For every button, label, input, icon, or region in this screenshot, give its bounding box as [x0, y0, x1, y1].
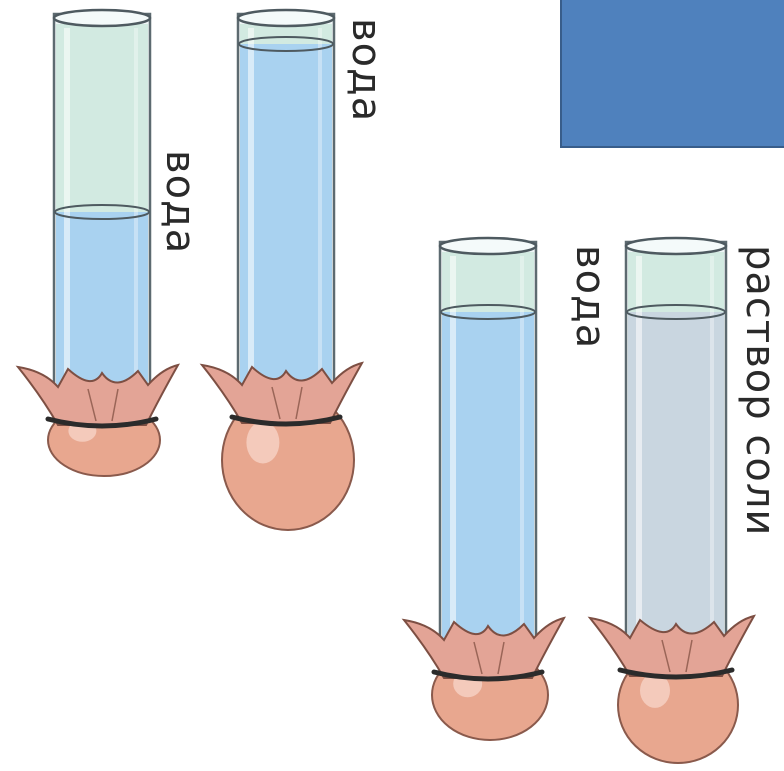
tube-2-air: [240, 24, 332, 44]
tube-2-liquid: [240, 44, 332, 393]
tube-4-glass-shine: [636, 256, 642, 636]
tube-3-liquid: [442, 312, 534, 648]
tube-4-meniscus: [626, 304, 726, 320]
tube-2-label: вода: [343, 18, 389, 123]
tube-1-label: вода: [157, 150, 203, 255]
tube-3-rim: [438, 236, 538, 256]
tube-4-air: [628, 252, 724, 312]
tube-1-rim: [52, 8, 152, 28]
tube-2-bulb-highlight: [246, 421, 280, 464]
tube-2-membrane: [199, 361, 365, 424]
tube-4-liquid: [628, 312, 724, 646]
tube-4-membrane-folds: [661, 639, 693, 673]
tube-2-meniscus: [238, 36, 334, 52]
tube-4-band: [617, 667, 735, 680]
tube-2-glass-shine: [248, 28, 254, 383]
tube-2-glass-shine-2: [318, 28, 322, 383]
tube-3-air: [442, 252, 534, 312]
tube-4-label: раствор соли: [737, 245, 783, 537]
tube-1-membrane-folds: [87, 388, 119, 422]
tube-3-label: вода: [567, 245, 613, 350]
blue-rectangle: [560, 0, 784, 148]
tube-4: [587, 236, 757, 764]
tube-2: [199, 8, 365, 531]
tube-3: [401, 236, 567, 741]
tube-3-membrane-folds: [473, 641, 505, 675]
tube-2-band: [229, 414, 343, 427]
tube-1-liquid: [56, 212, 148, 395]
tube-4-membrane: [587, 614, 757, 677]
tube-4-rim: [624, 236, 728, 256]
tube-1: [15, 8, 181, 477]
tube-1-meniscus: [54, 204, 150, 220]
tube-1-membrane: [15, 363, 181, 426]
tube-4-glass-shine-2: [710, 256, 714, 636]
tube-4-bulb-highlight: [640, 673, 670, 708]
tube-1-air: [56, 24, 148, 212]
tube-3-glass-shine: [450, 256, 456, 638]
tube-3-membrane: [401, 616, 567, 679]
tube-2-membrane-folds: [271, 386, 303, 420]
tube-1-band: [45, 416, 159, 429]
tube-3-band: [431, 669, 545, 682]
tube-2-rim: [236, 8, 336, 28]
tube-3-glass-shine-2: [520, 256, 524, 638]
tube-3-meniscus: [440, 304, 536, 320]
